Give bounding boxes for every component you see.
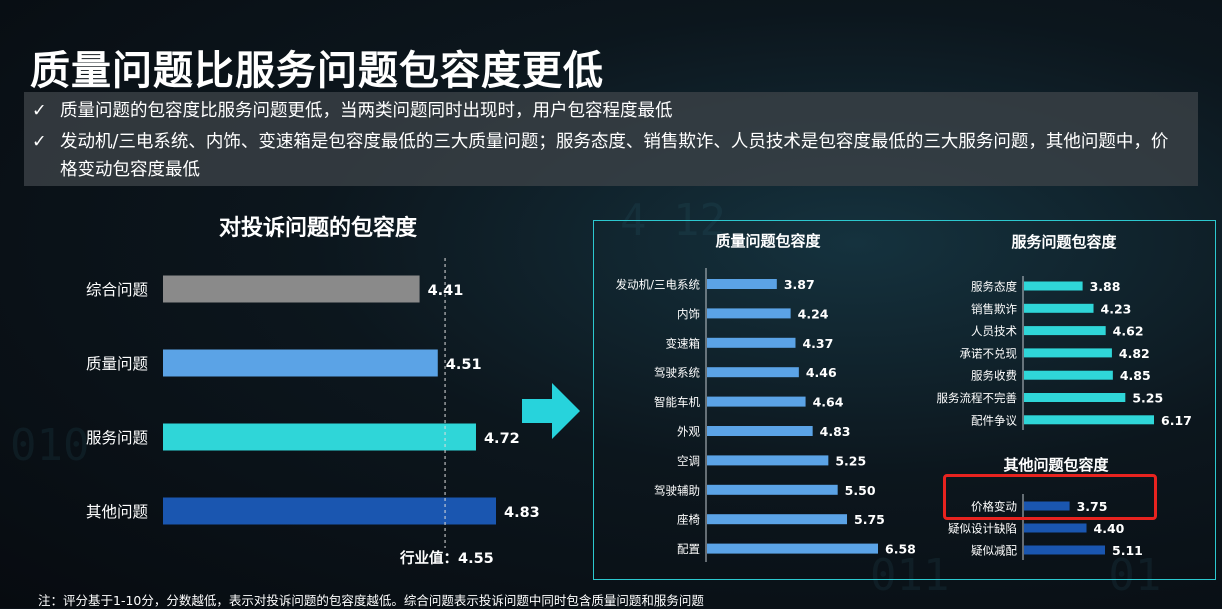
chart-title: 其他问题包容度 <box>1003 456 1109 474</box>
bar <box>163 423 476 451</box>
category-label: 驾驶系统 <box>654 366 700 380</box>
data-label: 5.25 <box>1132 391 1163 406</box>
bar <box>1024 281 1083 291</box>
data-label: 3.87 <box>784 277 815 292</box>
category-label: 综合问题 <box>86 281 148 299</box>
data-label: 4.85 <box>1120 368 1151 383</box>
category-label: 外观 <box>677 425 700 439</box>
highlight-box <box>943 474 1157 520</box>
category-label: 服务收费 <box>971 369 1017 383</box>
data-label: 4.62 <box>1113 324 1144 339</box>
chart-title: 服务问题包容度 <box>1011 233 1117 251</box>
bar <box>1024 501 1070 511</box>
bar <box>1024 370 1113 380</box>
category-label: 承诺不兑现 <box>960 346 1018 360</box>
bar <box>1024 303 1094 313</box>
bar <box>707 543 878 554</box>
category-label: 服务态度 <box>971 280 1017 294</box>
background-digits-decoration: 011 01 011 <box>870 550 1222 601</box>
data-label: 4.83 <box>820 424 851 439</box>
category-label: 智能车机 <box>654 395 700 409</box>
category-label: 变速箱 <box>666 336 701 350</box>
bar <box>1024 415 1154 425</box>
bar <box>1024 545 1105 555</box>
bar <box>707 484 838 495</box>
category-label: 服务流程不完善 <box>937 391 1018 405</box>
bar <box>707 279 777 289</box>
data-label: 4.51 <box>446 357 482 373</box>
category-label: 空调 <box>677 454 700 468</box>
data-label: 4.72 <box>484 431 520 447</box>
bar <box>163 275 420 303</box>
data-label: 4.24 <box>798 306 829 321</box>
category-label: 人员技术 <box>971 324 1017 338</box>
category-label: 质量问题 <box>86 355 148 373</box>
page-title: 质量问题比服务问题包容度更低 <box>30 48 604 94</box>
summary-bullet: ✓ 发动机/三电系统、内饰、变速箱是包容度最低的三大质量问题；服务态度、销售欺诈、… <box>32 128 1178 184</box>
category-label: 配置 <box>677 542 700 556</box>
data-label: 3.88 <box>1090 279 1121 294</box>
data-label: 5.50 <box>845 483 876 498</box>
category-label: 服务问题 <box>86 429 148 447</box>
chart-title: 质量问题包容度 <box>715 232 821 250</box>
chart-title: 对投诉问题的包容度 <box>219 215 418 241</box>
data-label: 4.82 <box>1119 346 1150 361</box>
data-label: 4.40 <box>1094 521 1125 536</box>
category-label: 疑似减配 <box>971 544 1017 558</box>
category-label: 内饰 <box>677 307 700 321</box>
bar <box>1024 393 1126 402</box>
category-label: 疑似设计缺陷 <box>948 522 1017 536</box>
bar <box>1024 348 1112 358</box>
check-icon: ✓ <box>32 101 47 121</box>
bar <box>707 396 806 407</box>
bar <box>707 455 829 466</box>
arrow-right-icon <box>522 383 580 439</box>
category-label: 驾驶辅助 <box>654 483 700 497</box>
data-label: 6.58 <box>885 542 916 557</box>
category-label: 配件争议 <box>971 413 1017 427</box>
category-label: 其他问题 <box>86 503 148 521</box>
bar <box>1024 326 1106 336</box>
bar <box>163 497 496 525</box>
reference-line-label: 行业值：4.55 <box>399 549 494 567</box>
category-label: 发动机/三电系统 <box>616 278 701 292</box>
summary-box: ✓ 质量问题的包容度比服务问题更低，当两类问题同时出现时，用户包容程度最低 ✓ 发动… <box>24 92 1198 186</box>
category-label: 价格变动 <box>971 500 1017 514</box>
data-label: 5.11 <box>1112 543 1143 558</box>
category-label: 销售欺诈 <box>971 302 1017 316</box>
data-label: 5.25 <box>835 453 866 468</box>
bar <box>163 349 438 377</box>
check-icon: ✓ <box>32 132 47 152</box>
bar <box>707 514 848 525</box>
data-label: 3.75 <box>1077 499 1108 514</box>
bar <box>1024 523 1087 533</box>
data-label: 4.37 <box>802 336 833 351</box>
data-label: 4.64 <box>813 395 844 410</box>
summary-bullet: ✓ 质量问题的包容度比服务问题更低，当两类问题同时出现时，用户包容程度最低 <box>32 97 1178 125</box>
bar <box>707 308 791 319</box>
bar <box>707 367 799 378</box>
summary-bullet-text: 质量问题的包容度比服务问题更低，当两类问题同时出现时，用户包容程度最低 <box>60 101 673 121</box>
category-label: 座椅 <box>677 513 700 527</box>
summary-bullet-text: 发动机/三电系统、内饰、变速箱是包容度最低的三大质量问题；服务态度、销售欺诈、人… <box>60 132 1169 180</box>
bar <box>707 426 813 436</box>
footnote: 注：评分基于1-10分，分数越低，表示对投诉问题的包容度越低。综合问题表示投诉问… <box>38 593 704 608</box>
data-label: 5.75 <box>854 512 885 527</box>
detail-panel <box>593 220 1216 580</box>
data-label: 4.46 <box>806 365 837 380</box>
data-label: 4.23 <box>1101 301 1132 316</box>
data-label: 6.17 <box>1161 413 1192 428</box>
background-digits-decoration: 010 <box>10 420 90 471</box>
data-label: 4.83 <box>504 505 540 521</box>
bar <box>707 337 796 348</box>
